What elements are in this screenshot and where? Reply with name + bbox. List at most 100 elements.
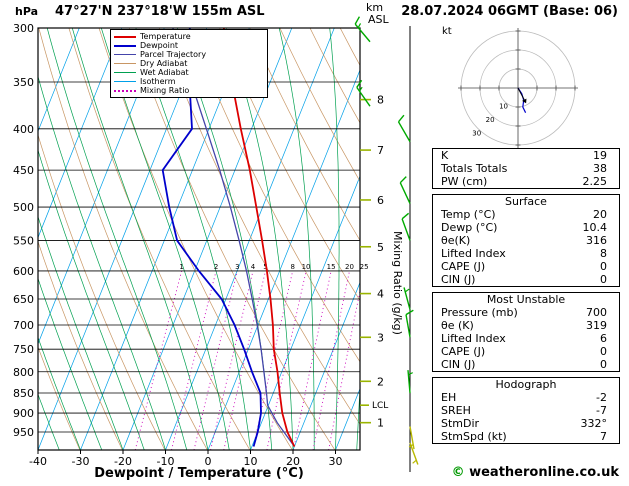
- pressure-unit-label: hPa: [15, 5, 39, 18]
- asl-axis-label: ASL: [368, 13, 389, 26]
- section-surface: Surface Temp (°C) 20 Dewp (°C) 10.4 θe(K) 316 L…: [432, 194, 620, 287]
- copyright-text: weatheronline.co.uk: [464, 465, 619, 480]
- section-title: Most Unstable: [486, 293, 566, 306]
- svg-text:950: 950: [13, 426, 34, 439]
- svg-text:300: 300: [13, 22, 34, 35]
- table-row: PW (cm) 2.25: [433, 175, 619, 188]
- section-title: Surface: [505, 195, 547, 208]
- table-row: Temp (°C) 20: [433, 208, 619, 221]
- svg-text:8: 8: [377, 94, 384, 107]
- svg-text:20: 20: [486, 116, 495, 124]
- svg-text:25: 25: [360, 263, 369, 271]
- svg-text:15: 15: [327, 263, 336, 271]
- table-row: SREH -7: [433, 404, 619, 417]
- table-row: θe (K) 319: [433, 319, 619, 332]
- svg-text:20: 20: [286, 455, 300, 468]
- mixing-ratio-axis-label: Mixing Ratio (g/kg): [391, 231, 404, 335]
- table-row: CAPE (J) 0: [433, 345, 619, 358]
- wind-barbs: [354, 16, 419, 472]
- row-value: 10.4: [582, 221, 608, 234]
- parcel-trajectory-curve: [172, 28, 295, 447]
- row-label: StmDir: [441, 417, 480, 430]
- hodograph-plot: 10 20 30: [458, 28, 578, 148]
- table-row: Lifted Index 8: [433, 247, 619, 260]
- row-label: SREH: [441, 404, 471, 417]
- chart-legend: Temperature Dewpoint Parcel Trajectory Dry …: [110, 29, 268, 98]
- svg-text:-10: -10: [157, 455, 175, 468]
- row-label: Temp (°C): [441, 208, 496, 221]
- row-value: 319: [586, 319, 607, 332]
- indices-panel: K 19 Totals Totals 38 PW (cm) 2.25 Surface Temp…: [432, 148, 620, 449]
- svg-text:10: 10: [302, 263, 311, 271]
- svg-text:650: 650: [13, 293, 34, 306]
- svg-text:2: 2: [377, 375, 384, 388]
- row-label: CIN (J): [441, 358, 476, 371]
- svg-text:7: 7: [377, 144, 384, 157]
- storm-motion-vector: [517, 87, 525, 100]
- svg-text:1: 1: [377, 417, 384, 430]
- svg-text:0: 0: [205, 455, 212, 468]
- row-value: 38: [593, 162, 607, 175]
- legend-item-mixing-ratio: Mixing Ratio: [114, 86, 264, 95]
- svg-text:-20: -20: [114, 455, 132, 468]
- row-value: 2.25: [582, 175, 608, 188]
- row-label: Dewp (°C): [441, 221, 498, 234]
- svg-text:4: 4: [377, 288, 384, 301]
- row-label: CIN (J): [441, 273, 476, 286]
- hodograph-unit-label: kt: [442, 26, 452, 37]
- row-value: 19: [593, 149, 607, 162]
- svg-text:1: 1: [179, 263, 183, 271]
- isotherms: [38, 28, 360, 450]
- section-most-unstable: Most Unstable Pressure (mb) 700 θe (K) 319 Li…: [432, 292, 620, 372]
- svg-text:30: 30: [329, 455, 343, 468]
- legend-item-isotherm: Isotherm: [114, 77, 264, 86]
- row-value: -7: [596, 404, 607, 417]
- legend-label: Mixing Ratio: [140, 86, 190, 95]
- row-value: 0: [600, 260, 607, 273]
- indices-table: K 19 Totals Totals 38 PW (cm) 2.25: [432, 148, 620, 189]
- table-row: CIN (J) 0: [433, 358, 619, 371]
- skewt-chart: 1 2 3 4 5 8 10 15 20 2530035040045050055060065070…: [13, 16, 419, 472]
- svg-text:8: 8: [290, 263, 294, 271]
- svg-text:3: 3: [377, 331, 384, 344]
- legend-item-parcel-trajectory: Parcel Trajectory: [114, 50, 264, 59]
- row-value: 0: [600, 273, 607, 286]
- svg-text:4: 4: [251, 263, 256, 271]
- svg-text:10: 10: [499, 102, 508, 110]
- row-value: -2: [596, 391, 607, 404]
- row-label: θe(K): [441, 234, 471, 247]
- station-title: 47°27'N 237°18'W 155m ASL: [55, 4, 265, 19]
- copyright-symbol: ©: [451, 465, 465, 480]
- km-axis-label: km: [366, 1, 384, 14]
- km-asl-axis: 8 7 6 5 4 3 2 1 LCL: [360, 94, 388, 430]
- table-row: CAPE (J) 0: [433, 260, 619, 273]
- mixing-ratio-lines: [134, 270, 360, 450]
- table-row: Lifted Index 6: [433, 332, 619, 345]
- svg-text:30: 30: [472, 129, 481, 137]
- table-row: StmSpd (kt) 7: [433, 430, 619, 443]
- svg-text:350: 350: [13, 76, 34, 89]
- legend-label: Wet Adiabat: [140, 68, 189, 77]
- table-row: Totals Totals 38: [433, 162, 619, 175]
- svg-text:-40: -40: [29, 455, 47, 468]
- row-label: Pressure (mb): [441, 306, 518, 319]
- mixing-ratio-labels: 1 2 3 4 5 8 10 15 20 25: [179, 263, 368, 271]
- row-label: EH: [441, 391, 457, 404]
- row-value: 332°: [580, 417, 608, 430]
- legend-line-swatch: [114, 35, 136, 38]
- hodograph: 10 20 30 kt: [442, 26, 578, 148]
- svg-text:3: 3: [235, 263, 239, 271]
- legend-label: Dewpoint: [140, 41, 179, 50]
- temperature-axis-label: Dewpoint / Temperature (°C): [94, 466, 304, 481]
- row-label: PW (cm): [441, 175, 488, 188]
- legend-label: Parcel Trajectory: [140, 50, 207, 59]
- table-row: EH -2: [433, 391, 619, 404]
- section-title: Hodograph: [495, 378, 557, 391]
- temperature-curve: [222, 28, 296, 447]
- legend-item-wet-adiabat: Wet Adiabat: [114, 68, 264, 77]
- legend-line-swatch: [114, 54, 136, 55]
- row-label: Lifted Index: [441, 247, 506, 260]
- legend-line-swatch: [114, 89, 136, 92]
- svg-text:5: 5: [377, 241, 384, 254]
